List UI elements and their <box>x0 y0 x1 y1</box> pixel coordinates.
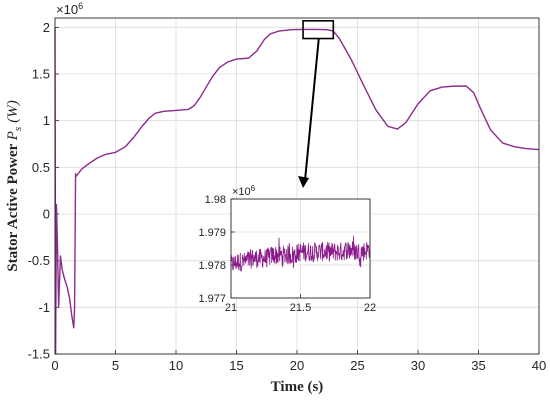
zoom-arrowhead <box>298 176 310 188</box>
x-tick-label: 20 <box>290 358 304 373</box>
main-y-tick-labels: -1.5 -1 -0.5 0 0.5 1 1.5 2 <box>28 20 50 362</box>
inset-x-tick-labels: 21 21.5 22 <box>225 302 376 314</box>
x-tick-label: 35 <box>471 358 485 373</box>
x-tick-label: 21.5 <box>290 302 311 314</box>
y-tick-label: 1.977 <box>198 293 226 305</box>
y-tick-label: -1 <box>38 300 50 315</box>
inset-axes-frame <box>230 198 371 299</box>
main-exponent-label: ×106 <box>56 1 83 17</box>
y-tick-label: 2 <box>43 20 50 35</box>
x-tick-label: 10 <box>169 358 183 373</box>
x-tick-label: 25 <box>350 358 364 373</box>
y-tick-label: 0 <box>43 207 50 222</box>
y-tick-label: -1.5 <box>28 347 50 362</box>
inset-plot-area <box>230 235 371 272</box>
x-tick-label: 22 <box>364 302 376 314</box>
zoom-arrow-line <box>304 38 320 181</box>
y-tick-label: -0.5 <box>28 253 50 268</box>
main-plot-area <box>54 27 540 355</box>
x-tick-label: 0 <box>51 358 58 373</box>
main-x-tick-labels: 0 5 10 15 20 25 30 35 40 <box>51 358 546 373</box>
x-tick-label: 15 <box>229 358 243 373</box>
x-tick-label: 5 <box>112 358 119 373</box>
y-tick-label: 1 <box>43 113 50 128</box>
inset-y-tick-labels: 1.977 1.978 1.979 1.98 <box>198 194 226 305</box>
x-tick-label: 40 <box>532 358 546 373</box>
main-axes-frame <box>54 17 540 355</box>
inset-exponent-label: ×106 <box>232 184 256 198</box>
inset-power-line <box>230 235 371 272</box>
y-tick-label: 0.5 <box>32 160 50 175</box>
y-tick-label: 1.978 <box>198 260 226 272</box>
x-tick-label: 30 <box>411 358 425 373</box>
y-axis-label: Stator Active Power Ps(W) <box>5 100 24 271</box>
y-tick-label: 1.98 <box>205 194 226 206</box>
stator-power-line <box>54 27 540 355</box>
y-tick-label: 1.5 <box>32 67 50 82</box>
y-tick-label: 1.979 <box>198 227 226 239</box>
x-tick-label: 21 <box>225 302 237 314</box>
x-axis-label: Time (s) <box>271 379 324 395</box>
